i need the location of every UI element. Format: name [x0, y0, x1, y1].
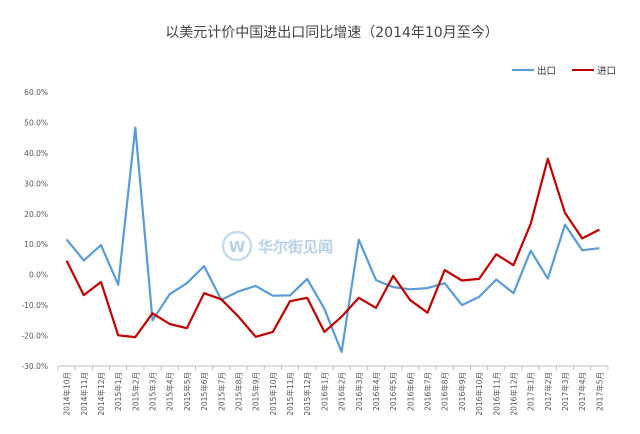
- x-tick-label: 2016年8月: [440, 372, 450, 411]
- series-line-imports: [65, 157, 600, 339]
- x-tick-label: 2014年10月: [62, 372, 72, 416]
- x-tick-label: 2016年6月: [405, 372, 415, 411]
- x-tick-label: 2015年3月: [148, 372, 158, 411]
- x-tick-label: 2015年10月: [268, 372, 278, 416]
- x-tick-label: 2016年4月: [371, 372, 381, 411]
- x-tick-label: 2016年1月: [319, 372, 329, 411]
- x-tick-label: 2015年6月: [199, 372, 209, 411]
- x-tick-label: 2015年8月: [233, 372, 243, 411]
- watermark: W 华尔街见闻: [221, 230, 333, 262]
- x-tick-label: 2015年11月: [285, 372, 295, 416]
- x-tick-label: 2017年2月: [543, 372, 553, 411]
- x-tick-label: 2014年12月: [96, 372, 106, 416]
- legend-label-exports: 出口: [537, 65, 556, 77]
- y-tick-label: 30.0%: [24, 179, 48, 188]
- x-tick-label: 2016年5月: [388, 372, 398, 411]
- x-tick-label: 2015年1月: [113, 372, 123, 411]
- y-tick-label: 50.0%: [24, 118, 48, 127]
- y-tick-label: 10.0%: [24, 240, 48, 249]
- watermark-text: 华尔街见闻: [258, 238, 333, 256]
- y-tick-label: -30.0%: [21, 362, 48, 371]
- x-tick-label: 2016年3月: [354, 372, 364, 411]
- x-tick-label: 2016年9月: [457, 372, 467, 411]
- legend-label-imports: 进口: [597, 66, 616, 77]
- y-tick-label: -10.0%: [21, 301, 48, 310]
- x-tick-label: 2016年10月: [474, 372, 484, 416]
- x-tick-label: 2016年11月: [491, 372, 501, 416]
- y-tick-label: 0.0%: [29, 271, 48, 280]
- chart-title: 以美元计价中国进出口同比增速（2014年10月至今）: [165, 25, 498, 41]
- legend: 出口 进口: [512, 65, 616, 77]
- x-tick-label: 2015年5月: [182, 372, 192, 411]
- y-tick-label: 40.0%: [24, 149, 48, 158]
- x-tick-label: 2017年5月: [594, 372, 604, 411]
- y-axis: -30.0% -20.0% -10.0% 0.0% 10.0% 20.0% 30.0% 40.…: [21, 88, 48, 371]
- x-tick-label: 2014年11月: [79, 372, 89, 416]
- x-tick-label: 2015年2月: [130, 372, 140, 411]
- x-tick-label: 2015年4月: [165, 372, 175, 411]
- y-tick-label: -20.0%: [21, 332, 48, 341]
- watermark-logo-icon: [221, 230, 253, 262]
- watermark-logo-letter: W: [229, 238, 246, 256]
- x-tick-label: 2016年2月: [337, 372, 347, 411]
- x-tick-label: 2016年7月: [423, 372, 433, 411]
- x-tick-label: 2017年4月: [577, 372, 587, 411]
- x-tick-label: 2015年12月: [302, 372, 312, 416]
- x-tick-label: 2017年1月: [526, 372, 536, 411]
- y-tick-label: 20.0%: [24, 210, 48, 219]
- x-axis: 2014年10月 2014年11月 2014年12月 2015年1月 2015年2月 20…: [57, 365, 609, 416]
- y-tick-label: 60.0%: [24, 88, 48, 97]
- series-layer: [65, 126, 600, 354]
- x-tick-label: 2017年3月: [560, 372, 570, 411]
- x-tick-label: 2015年7月: [216, 372, 226, 411]
- x-tick-label: 2016年12月: [508, 372, 518, 416]
- x-tick-label: 2015年9月: [251, 372, 261, 411]
